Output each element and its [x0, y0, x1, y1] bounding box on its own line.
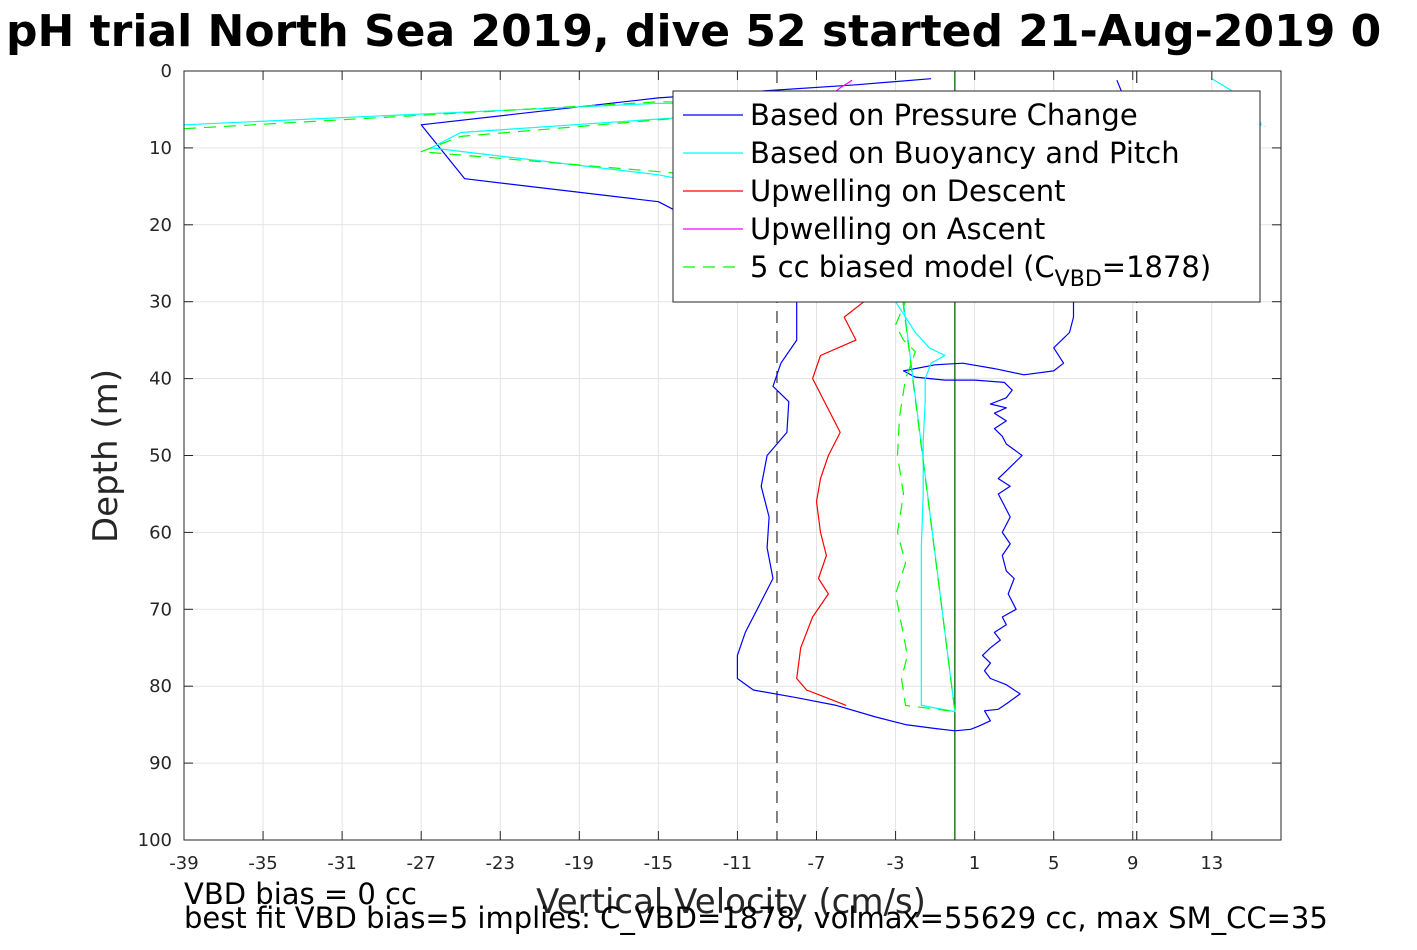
x-tick-label: -27 [406, 853, 435, 874]
x-tick-labels: -39 -35 -31 -27 -23 -19 -15 -11 -7 -3 1 5 9 13 [169, 853, 1223, 874]
y-tick-label: 80 [149, 676, 172, 697]
series-line-pressure [420, 78, 1130, 732]
x-tick-label: 13 [1200, 853, 1223, 874]
x-tick-label: 9 [1127, 853, 1138, 874]
x-tick-label: -19 [565, 853, 594, 874]
y-tick-label: 70 [149, 599, 172, 620]
x-axis-label: Vertical Velocity (cm/s) [536, 882, 926, 922]
axes [183, 70, 1282, 841]
legend-label-descent: Upwelling on Descent [750, 174, 1066, 208]
series-line-descent [796, 278, 896, 706]
x-tick-label: -7 [808, 853, 826, 874]
y-tick-label: 40 [149, 369, 172, 390]
legend-label-ascent: Upwelling on Ascent [750, 212, 1045, 246]
y-tick-labels: 0 10 20 30 40 50 60 70 80 90 100 [138, 61, 172, 851]
x-tick-label: -39 [169, 853, 198, 874]
y-tick-label: 30 [149, 292, 172, 313]
legend-box [672, 90, 1261, 303]
y-tick-label: 60 [149, 522, 172, 543]
x-tick-label: -15 [644, 853, 673, 874]
y-tick-label: 100 [138, 830, 172, 851]
y-tick-label: 90 [149, 753, 172, 774]
chart-title: pH trial North Sea 2019, dive 52 started… [6, 6, 1381, 57]
y-tick-label: 50 [149, 446, 172, 467]
x-tick-label: -31 [327, 853, 356, 874]
x-tick-label: 5 [1048, 853, 1059, 874]
x-tick-label: -23 [486, 853, 515, 874]
y-tick-label: 0 [161, 61, 172, 82]
legend-label-pressure: Based on Pressure Change [750, 98, 1138, 132]
legend-label-buoyancy: Based on Buoyancy and Pitch [750, 136, 1180, 170]
y-tick-label: 20 [149, 215, 172, 236]
annotation-best-fit: best fit VBD bias=5 implies: C_VBD=1878,… [184, 901, 1328, 935]
x-tick-label: -35 [248, 853, 277, 874]
y-tick-label: 10 [149, 138, 172, 159]
x-tick-label: -11 [723, 853, 752, 874]
x-tick-label: -3 [887, 853, 905, 874]
legend-label-model: 5 cc biased model (CVBD=1878) [750, 250, 1211, 292]
x-tick-label: 1 [969, 853, 980, 874]
legend: Based on Pressure Change Based on Buoyanc… [672, 90, 1261, 303]
annotation-vbd-bias: VBD bias = 0 cc [184, 877, 417, 911]
y-axis-label: Depth (m) [86, 369, 126, 543]
